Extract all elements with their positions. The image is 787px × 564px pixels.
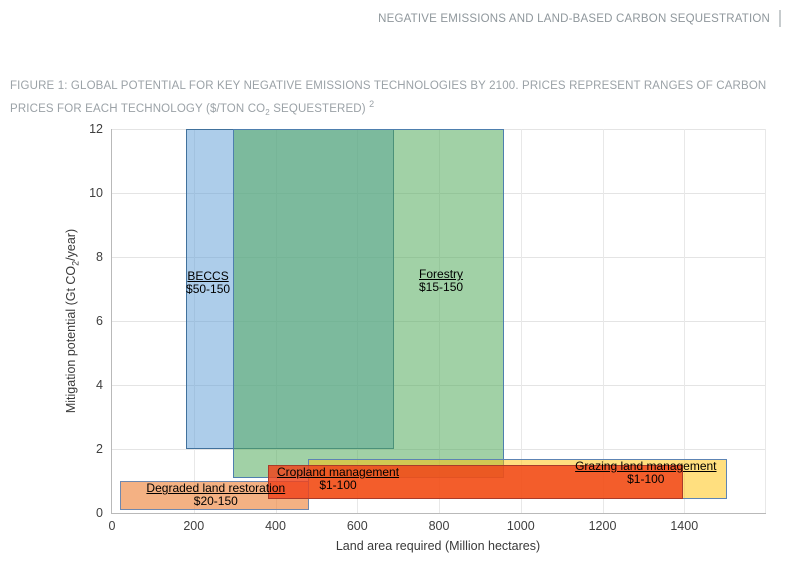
tech-price-range-forestry: $15-150 xyxy=(419,280,464,294)
tech-price-range-degraded-land-restoration: $20-150 xyxy=(193,494,238,509)
tech-price-range-grazing-land-management: $1-100 xyxy=(627,472,665,486)
x-axis-title: Land area required (Million hectares) xyxy=(335,539,541,553)
tech-label-beccs: BECCS $50-150 xyxy=(186,268,231,296)
tech-name-degraded-land-restoration: Degraded land restoration xyxy=(146,481,286,496)
x-tick-label: 0 xyxy=(108,519,116,533)
tech-name-grazing-land-management: Grazing land management xyxy=(575,459,717,473)
tech-label-forestry: Forestry $15-150 xyxy=(419,268,463,294)
y-axis-title: Mitigation potential (Gt CO2/year) xyxy=(63,228,81,414)
x-tick-label: 800 xyxy=(428,519,450,533)
y-tick-label: 12 xyxy=(89,122,103,136)
x-tick-label: 600 xyxy=(346,519,368,533)
x-tick-label: 1200 xyxy=(588,519,617,533)
tech-label-cropland-management: Cropland management $1-100 xyxy=(277,466,399,492)
tech-label-degraded-land-restoration: Degraded land restoration $20-150 xyxy=(146,482,285,508)
page-header-title: NEGATIVE EMISSIONS AND LAND-BASED CARBON… xyxy=(378,12,770,25)
tech-price-range-cropland-management: $1-100 xyxy=(319,478,357,493)
tech-name-beccs: BECCS xyxy=(187,268,229,283)
tech-name-forestry: Forestry xyxy=(419,267,464,281)
tech-box-forestry xyxy=(232,129,505,478)
grid-line-x-1200 xyxy=(602,129,604,513)
tech-box-cropland-management xyxy=(268,465,684,499)
x-tick-label: 1000 xyxy=(506,519,535,533)
tech-price-range-beccs: $50-150 xyxy=(186,281,231,296)
tech-name-cropland-management: Cropland management xyxy=(276,465,400,480)
plot-area: 0 200 400 600 800 1000 1200 1400 0 2 4 6 8 10 12 BECCS $… xyxy=(89,122,766,533)
y-tick-label: 4 xyxy=(96,378,103,392)
x-tick-label: 200 xyxy=(183,519,205,533)
grid-line-x-1400 xyxy=(684,129,686,513)
y-tick-label: 6 xyxy=(96,314,103,328)
figure-caption-line1: FIGURE 1: GLOBAL POTENTIAL FOR KEY NEGAT… xyxy=(10,80,767,92)
figure-caption-line2: PRICES FOR EACH TECHNOLOGY ($/TON CO2 SE… xyxy=(10,99,375,118)
figure-caption: FIGURE 1: GLOBAL POTENTIAL FOR KEY NEGAT… xyxy=(10,77,766,122)
tech-label-grazing-land-management: Grazing land management $1-100 xyxy=(575,460,716,486)
y-tick-label: 2 xyxy=(96,442,103,456)
y-tick-label: 0 xyxy=(96,506,103,520)
grid-line-x-1000 xyxy=(520,129,522,513)
x-tick-label: 400 xyxy=(265,519,286,533)
y-tick-label: 10 xyxy=(89,186,103,200)
header-divider xyxy=(779,10,781,27)
y-tick-label: 8 xyxy=(96,250,103,264)
grid-line-x-right xyxy=(765,129,766,513)
page-header: NEGATIVE EMISSIONS AND LAND-BASED CARBON… xyxy=(378,10,781,27)
x-tick-label: 1400 xyxy=(670,519,699,533)
